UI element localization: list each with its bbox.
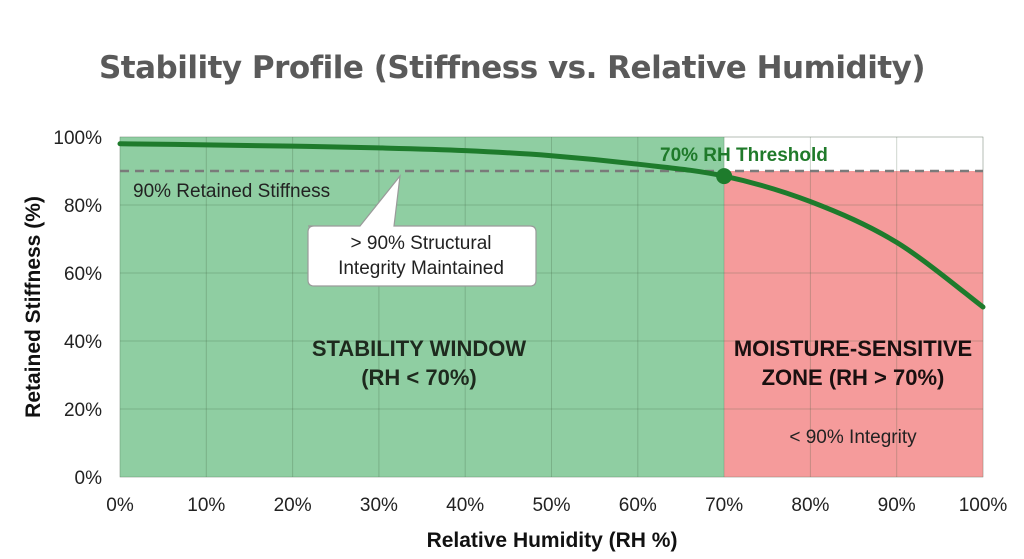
y-tick-label: 100% <box>53 128 102 149</box>
gridlines <box>119 136 984 478</box>
x-tick-label: 20% <box>274 495 312 516</box>
stiffness-curve <box>117 141 986 310</box>
x-tick-label: 30% <box>360 495 398 516</box>
reference-line-label: 90% Retained Stiffness <box>133 181 330 202</box>
curve-path <box>117 141 986 310</box>
y-tick-label: 60% <box>64 264 102 285</box>
x-tick-label: 90% <box>878 495 916 516</box>
x-tick-label: 80% <box>791 495 829 516</box>
x-tick-label: 100% <box>959 495 1008 516</box>
y-tick-label: 40% <box>64 332 102 353</box>
callout: > 90% Structural Integrity Maintained <box>307 173 537 287</box>
y-axis-ticks: 0% 20% 40% 60% 80% 100% <box>53 128 102 489</box>
x-tick-label: 0% <box>106 495 134 516</box>
integrity-note: < 90% Integrity <box>789 427 917 448</box>
y-tick-label: 80% <box>64 196 102 217</box>
x-axis-title: Relative Humidity (RH %) <box>427 529 678 552</box>
threshold-point <box>716 168 733 185</box>
x-tick-label: 50% <box>532 495 570 516</box>
moisture-zone-label-1: MOISTURE-SENSITIVE <box>734 336 972 361</box>
x-axis-ticks: 0% 10% 20% 30% 40% 50% 60% 70% 80% 90% 100% <box>106 495 1007 516</box>
x-tick-label: 70% <box>705 495 743 516</box>
stability-window-region <box>120 137 725 477</box>
x-tick-label: 60% <box>619 495 657 516</box>
moisture-zone-label-2: ZONE (RH > 70%) <box>762 365 945 390</box>
y-tick-label: 0% <box>75 468 103 489</box>
stability-window-label-1: STABILITY WINDOW <box>312 336 527 361</box>
regions <box>119 136 984 478</box>
stability-window-label-2: (RH < 70%) <box>361 365 477 390</box>
callout-line-1: > 90% Structural <box>351 233 492 254</box>
threshold-label: 70% RH Threshold <box>660 145 828 166</box>
x-tick-label: 10% <box>187 495 225 516</box>
chart-title: Stability Profile (Stiffness vs. Relativ… <box>98 50 926 86</box>
y-tick-label: 20% <box>64 400 102 421</box>
y-axis-title: Retained Stiffness (%) <box>22 196 45 418</box>
x-tick-label: 40% <box>446 495 484 516</box>
callout-line-2: Integrity Maintained <box>338 258 504 279</box>
